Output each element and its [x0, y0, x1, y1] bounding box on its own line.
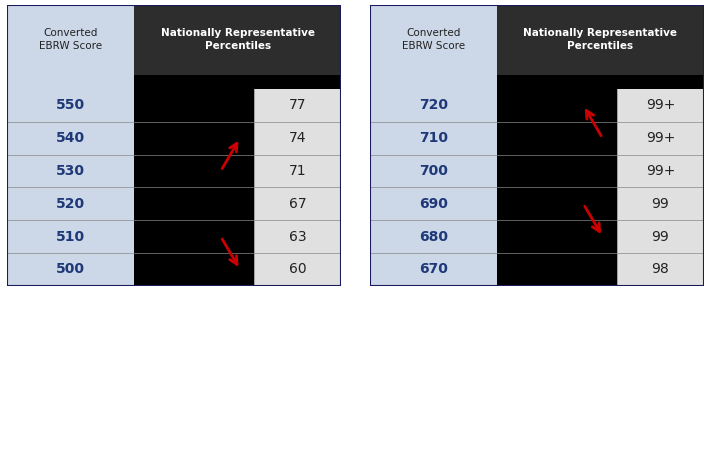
Bar [255, 187, 341, 220]
Text: 99+: 99+ [646, 164, 675, 178]
Bar [255, 253, 341, 286]
Bar [134, 187, 255, 220]
Bar [370, 5, 497, 286]
Text: 520: 520 [56, 197, 85, 211]
Bar [497, 75, 704, 89]
Bar [134, 75, 341, 89]
Text: 550: 550 [56, 98, 85, 112]
Bar [255, 154, 341, 187]
Text: 99: 99 [651, 230, 669, 243]
Bar [617, 122, 704, 154]
Text: 690: 690 [419, 197, 448, 211]
Bar [497, 89, 617, 122]
Text: 74: 74 [289, 131, 306, 145]
Text: 700: 700 [419, 164, 448, 178]
Bar [134, 253, 255, 286]
Bar [134, 122, 255, 154]
Text: Nationally Representative
Percentiles: Nationally Representative Percentiles [161, 28, 315, 51]
Bar [617, 253, 704, 286]
Bar [7, 5, 134, 286]
Text: 77: 77 [289, 98, 306, 112]
Text: Converted
EBRW Score: Converted EBRW Score [402, 28, 465, 51]
Text: 71: 71 [289, 164, 306, 178]
Text: 540: 540 [56, 131, 85, 145]
Text: 99: 99 [651, 197, 669, 211]
Text: Nationally Representative
Percentiles: Nationally Representative Percentiles [523, 28, 678, 51]
Text: 63: 63 [289, 230, 306, 243]
Bar [134, 5, 341, 75]
Bar [497, 5, 704, 75]
Bar [617, 89, 704, 122]
Text: 67: 67 [289, 197, 306, 211]
Bar [255, 122, 341, 154]
Text: 670: 670 [419, 262, 448, 277]
Bar [497, 253, 617, 286]
Text: 99+: 99+ [646, 98, 675, 112]
Bar [255, 220, 341, 253]
Text: 99+: 99+ [646, 131, 675, 145]
Bar [617, 187, 704, 220]
Bar [134, 89, 255, 122]
Bar [134, 154, 255, 187]
Bar [497, 187, 617, 220]
Bar [255, 89, 341, 122]
Bar [134, 220, 255, 253]
Text: Converted
EBRW Score: Converted EBRW Score [39, 28, 102, 51]
Text: 720: 720 [419, 98, 448, 112]
Text: 60: 60 [289, 262, 306, 277]
Bar [497, 220, 617, 253]
Bar [497, 154, 617, 187]
Text: 680: 680 [419, 230, 448, 243]
Text: 98: 98 [651, 262, 669, 277]
Text: 530: 530 [56, 164, 85, 178]
Text: 710: 710 [419, 131, 448, 145]
Bar [497, 122, 617, 154]
Text: 500: 500 [56, 262, 85, 277]
Bar [617, 220, 704, 253]
Bar [617, 154, 704, 187]
Text: 510: 510 [56, 230, 85, 243]
